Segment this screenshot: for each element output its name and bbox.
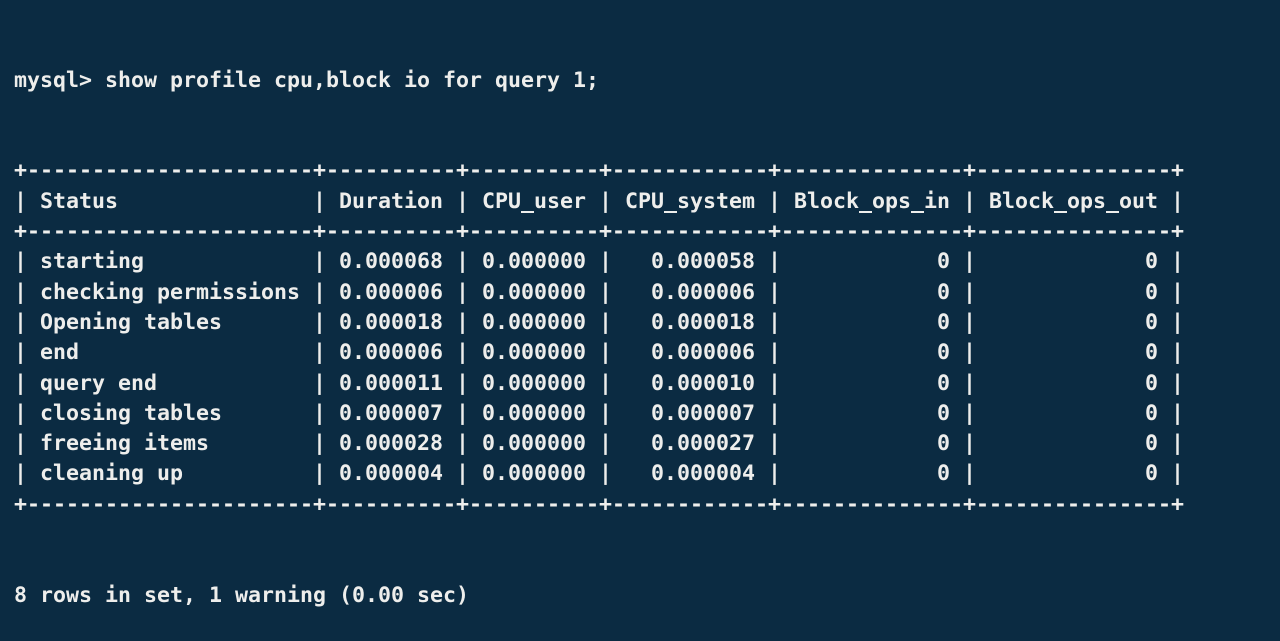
terminal-window[interactable]: mysql> show profile cpu,block io for que… [0,0,1280,608]
mysql-prompt: mysql> [14,67,106,93]
command-text: show profile cpu,block io for query 1; [105,67,600,93]
profile-table: +----------------------+----------+-----… [14,158,1185,517]
command-line: mysql> show profile cpu,block io for que… [14,66,1280,96]
result-summary: 8 rows in set, 1 warning (0.00 sec) [14,582,470,608]
